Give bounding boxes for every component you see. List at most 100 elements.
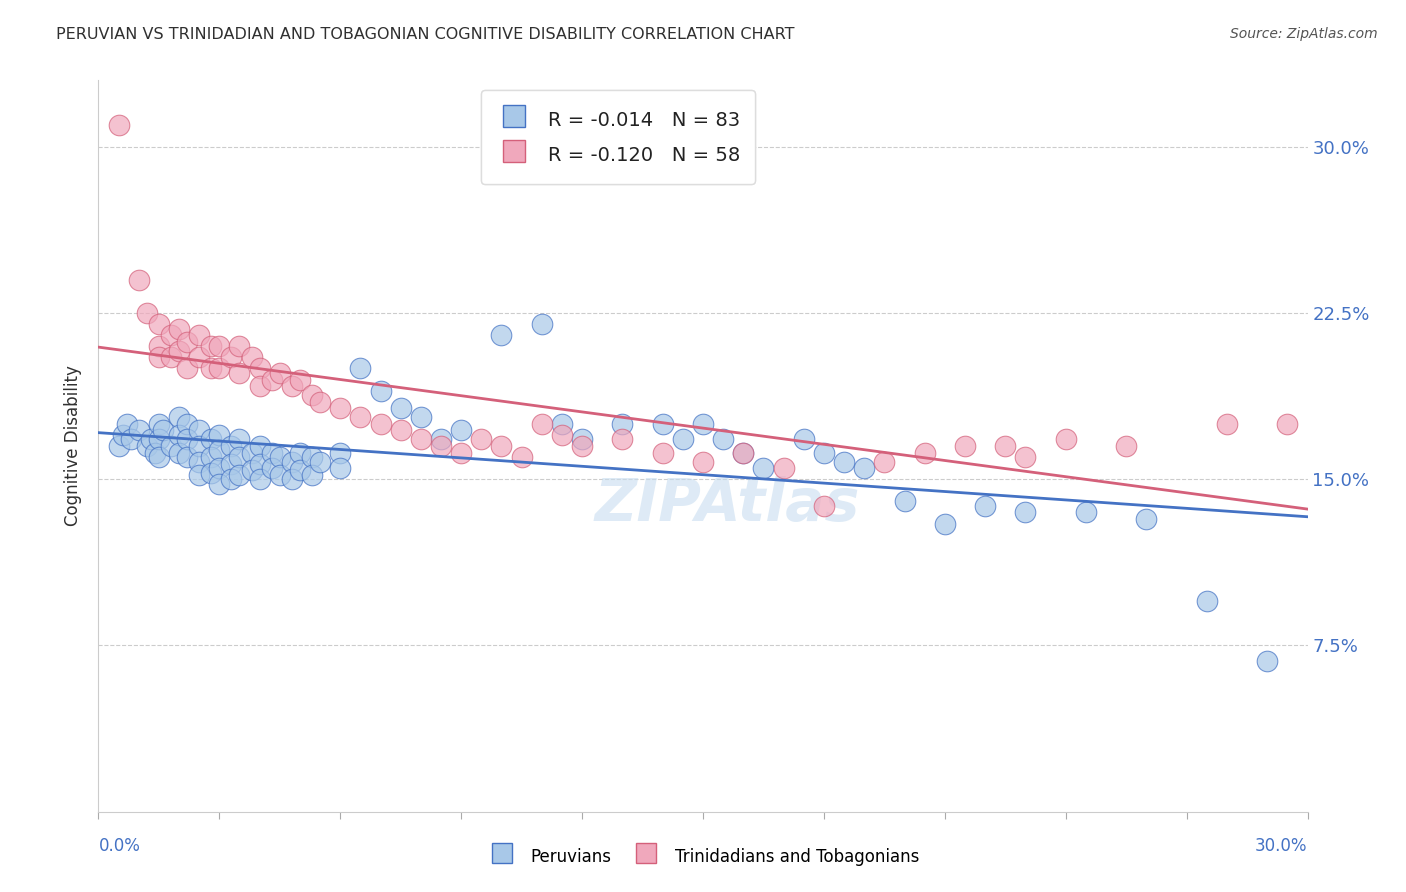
Point bbox=[135, 306, 157, 320]
Point bbox=[115, 417, 138, 431]
Point bbox=[612, 433, 634, 447]
Point bbox=[221, 472, 243, 486]
Point bbox=[571, 439, 593, 453]
Point bbox=[994, 439, 1017, 453]
Point bbox=[167, 343, 190, 358]
Point bbox=[249, 361, 271, 376]
Point bbox=[148, 417, 170, 431]
Point bbox=[853, 461, 876, 475]
Point bbox=[329, 401, 352, 416]
Point bbox=[530, 417, 553, 431]
Point bbox=[1014, 506, 1036, 520]
Point bbox=[240, 463, 263, 477]
Point bbox=[200, 466, 222, 480]
Point bbox=[974, 499, 997, 513]
Point bbox=[288, 445, 311, 459]
Point bbox=[370, 417, 392, 431]
Point bbox=[612, 417, 634, 431]
Point bbox=[200, 433, 222, 447]
Point bbox=[450, 424, 472, 438]
Point bbox=[832, 454, 855, 468]
Point bbox=[281, 379, 304, 393]
Point bbox=[148, 351, 170, 365]
Point bbox=[128, 273, 150, 287]
Point bbox=[221, 457, 243, 471]
Point bbox=[208, 476, 231, 491]
Point bbox=[160, 439, 183, 453]
Point bbox=[176, 450, 198, 464]
Point bbox=[288, 463, 311, 477]
Point bbox=[309, 454, 332, 468]
Point bbox=[128, 424, 150, 438]
Point bbox=[200, 339, 222, 353]
Point bbox=[309, 394, 332, 409]
Point bbox=[893, 494, 915, 508]
Point bbox=[188, 439, 211, 453]
Text: ZIPAtlas: ZIPAtlas bbox=[595, 476, 860, 533]
Point bbox=[135, 439, 157, 453]
Point bbox=[188, 328, 211, 343]
Point bbox=[228, 339, 250, 353]
Point bbox=[160, 351, 183, 365]
Point bbox=[240, 351, 263, 365]
Point bbox=[281, 472, 304, 486]
Point bbox=[260, 445, 283, 459]
Point bbox=[148, 433, 170, 447]
Point bbox=[281, 454, 304, 468]
Point bbox=[491, 439, 513, 453]
Legend: Peruvians, Trinidadians and Tobagonians: Peruvians, Trinidadians and Tobagonians bbox=[481, 838, 925, 875]
Point bbox=[200, 450, 222, 464]
Point bbox=[349, 361, 371, 376]
Point bbox=[1216, 417, 1239, 431]
Point bbox=[1054, 433, 1077, 447]
Point bbox=[1256, 654, 1278, 668]
Point bbox=[249, 439, 271, 453]
Point bbox=[160, 328, 183, 343]
Point bbox=[1074, 506, 1097, 520]
Point bbox=[551, 417, 574, 431]
Point bbox=[1135, 512, 1157, 526]
Point bbox=[510, 450, 533, 464]
Point bbox=[288, 372, 311, 386]
Point bbox=[711, 433, 734, 447]
Point bbox=[176, 361, 198, 376]
Point bbox=[148, 317, 170, 331]
Point bbox=[107, 439, 129, 453]
Point bbox=[188, 467, 211, 482]
Point bbox=[651, 445, 673, 459]
Point bbox=[167, 321, 190, 335]
Point bbox=[148, 339, 170, 353]
Point bbox=[430, 433, 453, 447]
Point bbox=[349, 410, 371, 425]
Point bbox=[813, 445, 835, 459]
Point bbox=[221, 351, 243, 365]
Point bbox=[167, 428, 190, 442]
Point bbox=[873, 454, 896, 468]
Point bbox=[111, 428, 134, 442]
Point bbox=[953, 439, 976, 453]
Point bbox=[389, 401, 412, 416]
Point bbox=[200, 361, 222, 376]
Point bbox=[188, 424, 211, 438]
Point bbox=[228, 366, 250, 380]
Point bbox=[301, 388, 323, 402]
Point bbox=[152, 424, 174, 438]
Point bbox=[221, 439, 243, 453]
Point bbox=[167, 410, 190, 425]
Point bbox=[934, 516, 956, 531]
Point bbox=[143, 445, 166, 459]
Point bbox=[1115, 439, 1137, 453]
Y-axis label: Cognitive Disability: Cognitive Disability bbox=[65, 366, 83, 526]
Point bbox=[188, 351, 211, 365]
Point bbox=[692, 417, 714, 431]
Point bbox=[167, 445, 190, 459]
Point bbox=[389, 424, 412, 438]
Point bbox=[733, 445, 755, 459]
Point bbox=[208, 443, 231, 458]
Point bbox=[450, 445, 472, 459]
Point bbox=[329, 461, 352, 475]
Point bbox=[176, 417, 198, 431]
Point bbox=[530, 317, 553, 331]
Point bbox=[772, 461, 794, 475]
Point bbox=[409, 433, 432, 447]
